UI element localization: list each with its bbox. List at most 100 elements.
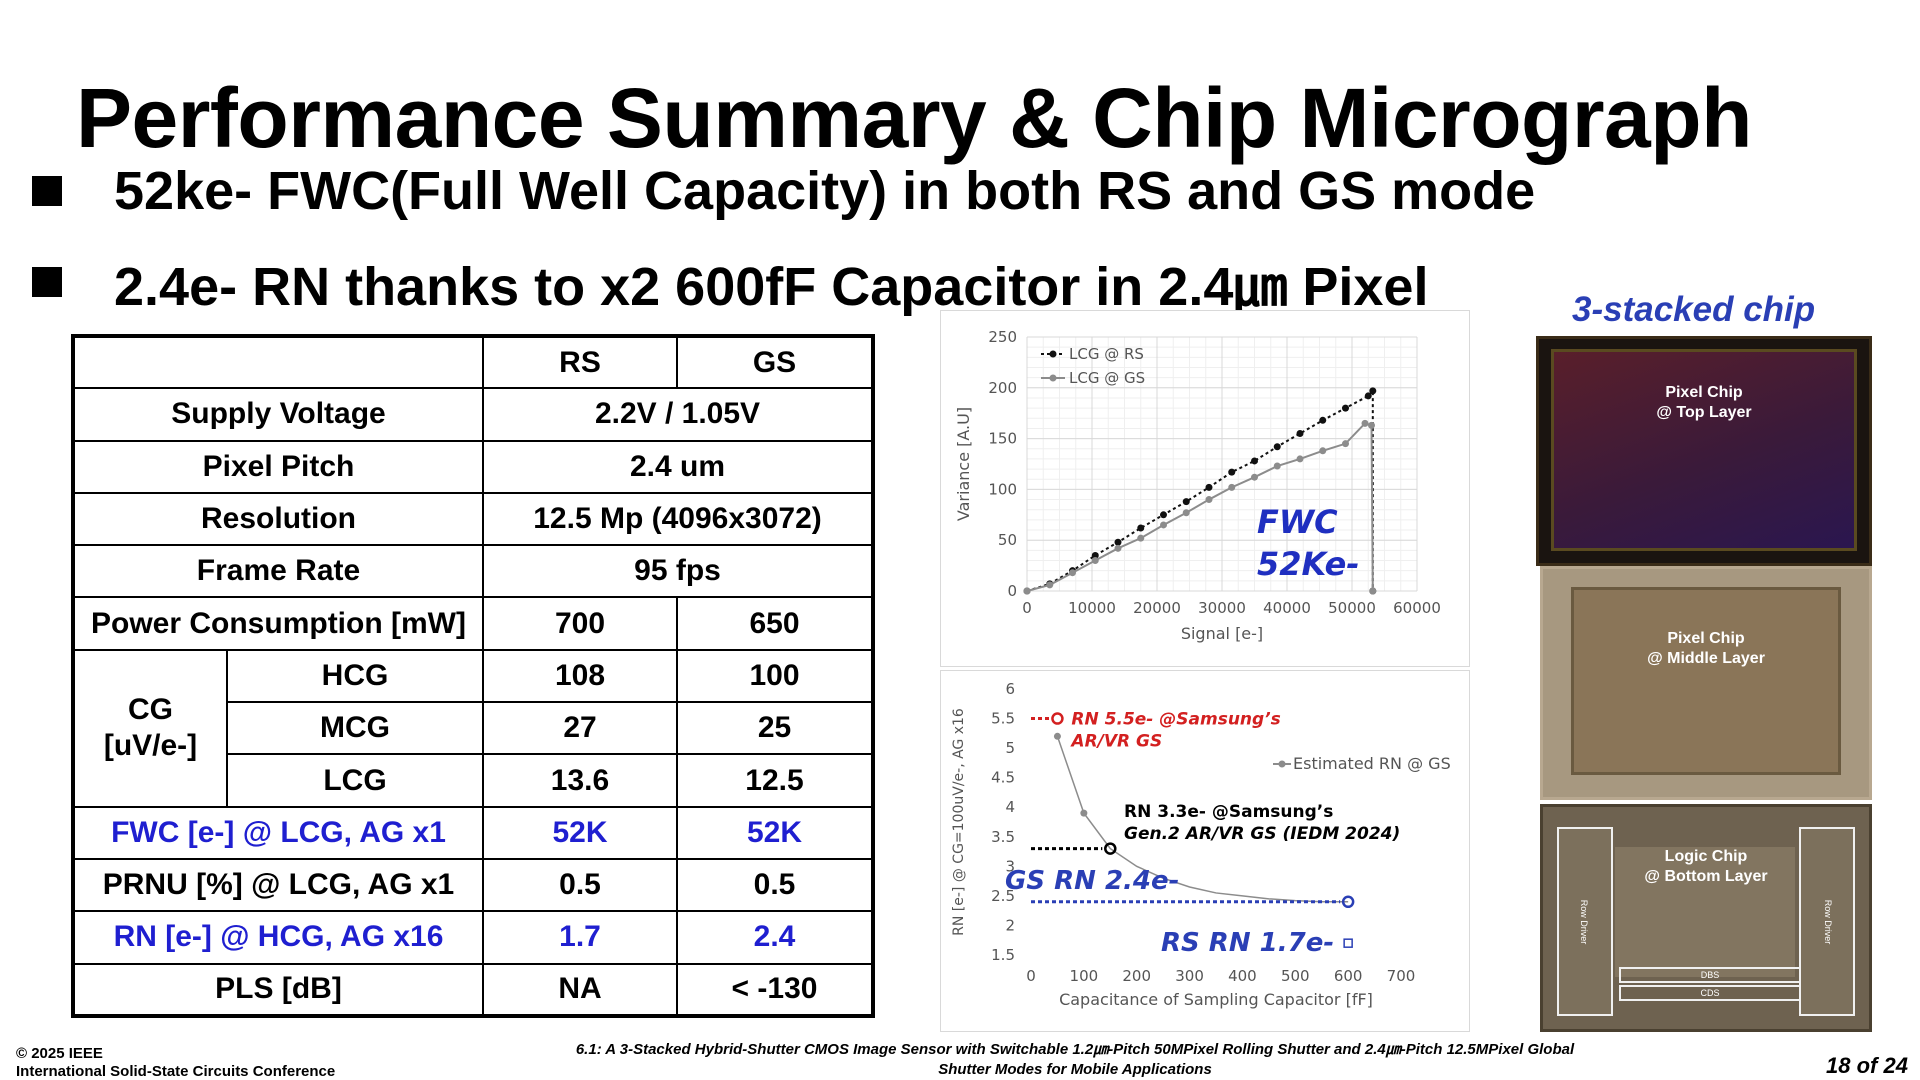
row-label: Frame Rate bbox=[72, 544, 484, 599]
table-row: LCG 13.6 12.5 bbox=[73, 753, 874, 808]
row-value: 2.4 um bbox=[482, 439, 874, 494]
table-row: RN [e-] @ HCG, AG x16 1.7 2.4 bbox=[72, 910, 874, 965]
x-axis-label: Signal [e-] bbox=[1181, 624, 1263, 643]
table-row: MCG 27 25 bbox=[73, 701, 874, 756]
page-number: 18 of 24 bbox=[1826, 1053, 1908, 1078]
black-annotation: RN 3.3e- @Samsung’s bbox=[1124, 802, 1333, 822]
cg-unit: [uV/e-] bbox=[103, 729, 198, 763]
x-tick-label: 600 bbox=[1334, 967, 1363, 985]
y-tick-label: 5.5 bbox=[991, 710, 1015, 728]
bullet-text: 52ke- FWC(Full Well Capacity) in both RS… bbox=[114, 161, 1536, 221]
table-row: Frame Rate 95 fps bbox=[72, 544, 874, 599]
bullet-square-icon bbox=[32, 266, 62, 297]
data-point bbox=[1228, 468, 1236, 476]
y-tick-label: 1.5 bbox=[991, 946, 1015, 964]
row-driver-right-label: Row Driver bbox=[1823, 899, 1833, 945]
row-value-gs: < -130 bbox=[676, 962, 874, 1018]
data-point bbox=[1369, 587, 1377, 595]
chip-top-layer-image: Pixel Chip @ Top Layer bbox=[1536, 336, 1872, 566]
y-tick-label: 5 bbox=[1005, 739, 1015, 757]
legend-marker bbox=[1278, 760, 1286, 768]
chip-top-label-line1: Pixel Chip bbox=[1665, 384, 1743, 401]
data-point bbox=[1091, 551, 1099, 559]
x-tick-label: 60000 bbox=[1393, 599, 1441, 617]
y-tick-label: 4 bbox=[1005, 798, 1015, 816]
table-row: Resolution 12.5 Mp (4096x3072) bbox=[72, 491, 874, 547]
y-tick-label: 3.5 bbox=[991, 828, 1015, 846]
row-driver-left bbox=[1557, 827, 1613, 1016]
y-axis-label: Variance [A.U] bbox=[954, 407, 973, 521]
data-point bbox=[1205, 483, 1213, 491]
row-value-gs: 52K bbox=[676, 805, 874, 860]
data-point bbox=[1205, 496, 1213, 504]
row-label: RN [e-] @ HCG, AG x16 bbox=[72, 910, 484, 965]
y-tick-label: 2 bbox=[1005, 916, 1015, 934]
legend-label: LCG @ GS bbox=[1069, 369, 1145, 387]
bullet-rn: 2.4e- RN thanks to x2 600fF Capacitor in… bbox=[32, 242, 1428, 321]
data-point bbox=[1228, 483, 1236, 491]
table-header-row: RS GS bbox=[72, 334, 874, 390]
data-point bbox=[1273, 443, 1281, 451]
x-tick-label: 0 bbox=[1022, 599, 1032, 617]
data-point bbox=[1273, 462, 1281, 470]
data-point bbox=[1368, 421, 1375, 429]
table-header-empty bbox=[72, 334, 484, 390]
bullet-text: 2.4e- RN thanks to x2 600fF Capacitor in… bbox=[114, 257, 1429, 317]
row-value-gs: 2.4 bbox=[676, 910, 874, 965]
citation: 6.1: A 3-Stacked Hybrid-Shutter CMOS Ima… bbox=[520, 1040, 1630, 1080]
data-point bbox=[1342, 404, 1349, 412]
citation-line1: 6.1: A 3-Stacked Hybrid-Shutter CMOS Ima… bbox=[575, 1041, 1575, 1058]
red-annotation: RN 5.5e- @Samsung’s bbox=[1071, 710, 1280, 730]
x-tick-label: 200 bbox=[1122, 967, 1151, 985]
chip-bottom-label-line2: @ Bottom Layer bbox=[1644, 868, 1768, 885]
row-value-rs: 108 bbox=[482, 648, 678, 704]
y-tick-label: 250 bbox=[988, 328, 1017, 346]
rn-chart: 0 100 200 300 400 500 600 700 1.5 2 2.5 3 3.5 4 4.5 5 5.… bbox=[951, 680, 1451, 1009]
row-value-rs: 13.6 bbox=[482, 753, 678, 808]
y-axis-label: RN [e-] @ CG=100uV/e-, AG x16 bbox=[951, 708, 967, 936]
chip-middle-label: Pixel Chip @ Middle Layer bbox=[1543, 629, 1869, 669]
x-tick-label: 50000 bbox=[1328, 599, 1376, 617]
row-label: PRNU [%] @ LCG, AG x1 bbox=[72, 857, 484, 913]
row-value: 12.5 Mp (4096x3072) bbox=[482, 491, 874, 547]
logic-block bbox=[1615, 847, 1795, 977]
x-tick-label: 100 bbox=[1070, 967, 1099, 985]
chip-middle-layer-image: Pixel Chip @ Middle Layer bbox=[1540, 566, 1872, 800]
legend-label: Estimated RN @ GS bbox=[1293, 754, 1451, 773]
y-tick-label: 0 bbox=[1007, 582, 1017, 600]
variance-chart-panel: 0 10000 20000 30000 40000 50000 60000 0 50 100 150… bbox=[940, 310, 1470, 667]
y-tick-label: 100 bbox=[988, 480, 1017, 498]
x-tick-label: 30000 bbox=[1198, 599, 1246, 617]
row-value-rs: 1.7 bbox=[482, 910, 678, 965]
rs-annotation: RS RN 1.7e- bbox=[1161, 928, 1334, 958]
data-point bbox=[1053, 732, 1061, 740]
row-label: HCG bbox=[226, 648, 484, 704]
cg-label: CG bbox=[128, 693, 173, 727]
bullet-fwc: 52ke- FWC(Full Well Capacity) in both RS… bbox=[32, 160, 1535, 222]
data-point bbox=[1296, 430, 1304, 438]
series-line-1 bbox=[1026, 422, 1374, 592]
data-point bbox=[1137, 524, 1145, 532]
gs-annotation: GS RN 2.4e- bbox=[1005, 866, 1179, 896]
chip-title: 3-stacked chip bbox=[1572, 290, 1816, 329]
data-point bbox=[1080, 809, 1088, 817]
red-annotation-line2: AR/VR GS bbox=[1069, 732, 1162, 752]
row-value-gs: 650 bbox=[676, 596, 874, 651]
data-point bbox=[1251, 457, 1258, 465]
table-row: Pixel Pitch 2.4 um bbox=[72, 439, 874, 494]
data-point bbox=[1160, 521, 1167, 529]
row-value-rs: 0.5 bbox=[482, 857, 678, 913]
data-point bbox=[1137, 534, 1145, 542]
fwc-annotation: FWC bbox=[1257, 503, 1338, 541]
y-tick-label: 6 bbox=[1005, 680, 1015, 698]
performance-table: RS GS Supply Voltage 2.2V / 1.05V Pixel … bbox=[71, 334, 875, 1018]
row-driver-left-label: Row Driver bbox=[1579, 899, 1589, 945]
data-point bbox=[1091, 557, 1099, 565]
legend-marker bbox=[1049, 350, 1057, 358]
cds-block: CDS bbox=[1619, 985, 1801, 1001]
data-point bbox=[1296, 455, 1304, 463]
table-row: CG [uV/e-] HCG 108 100 bbox=[72, 648, 874, 808]
rs-marker bbox=[1343, 938, 1353, 948]
chip-top-label: Pixel Chip @ Top Layer bbox=[1539, 383, 1869, 423]
data-point bbox=[1361, 419, 1369, 427]
